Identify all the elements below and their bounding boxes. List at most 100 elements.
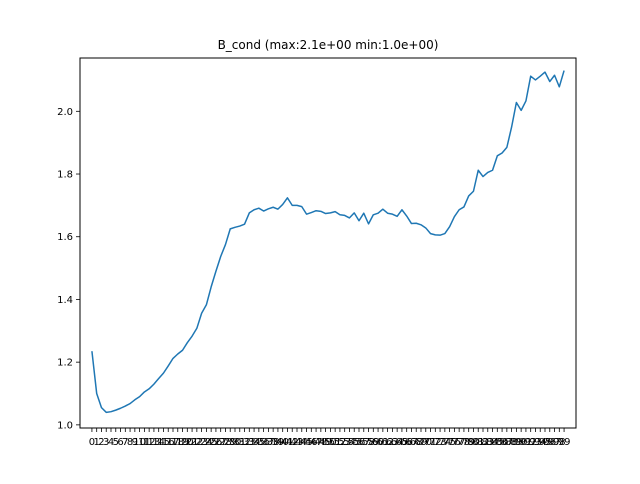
x-tick-label-34: 34 bbox=[248, 437, 261, 448]
x-tick-label-80: 80 bbox=[467, 437, 480, 448]
x-tick-label-89: 89 bbox=[510, 437, 523, 448]
y-tick-label-2: 1.4 bbox=[57, 295, 73, 306]
x-tick-label-5: 5 bbox=[113, 437, 119, 448]
y-tick-label-5: 2.0 bbox=[57, 107, 73, 118]
x-tick-label-56: 56 bbox=[353, 437, 366, 448]
x-tick-label-8: 8 bbox=[127, 437, 133, 448]
x-tick-label-62: 62 bbox=[381, 437, 394, 448]
x-tick-label-93: 93 bbox=[529, 437, 542, 448]
x-tick-label-0: 0 bbox=[89, 437, 95, 448]
x-tick-label-85: 85 bbox=[491, 437, 504, 448]
x-tick-label-13: 13 bbox=[148, 437, 161, 448]
y-tick-label-1: 1.2 bbox=[57, 358, 73, 369]
x-tick-label-41: 41 bbox=[281, 437, 294, 448]
x-tick-label-29: 29 bbox=[224, 437, 237, 448]
x-tick-label-33: 33 bbox=[243, 437, 256, 448]
x-tick-label-46: 46 bbox=[305, 437, 318, 448]
y-tick-label-3: 1.6 bbox=[57, 232, 73, 243]
x-tick-label-22: 22 bbox=[190, 437, 203, 448]
x-tick-label-27: 27 bbox=[214, 437, 227, 448]
x-tick-label-81: 81 bbox=[472, 437, 485, 448]
x-tick-label-73: 73 bbox=[434, 437, 447, 448]
x-tick-label-24: 24 bbox=[200, 437, 213, 448]
x-tick-label-79: 79 bbox=[462, 437, 475, 448]
x-tick-label-40: 40 bbox=[276, 437, 289, 448]
x-tick-label-4: 4 bbox=[108, 437, 114, 448]
x-tick-label-64: 64 bbox=[391, 437, 404, 448]
x-tick-label-26: 26 bbox=[210, 437, 223, 448]
x-tick-label-9: 9 bbox=[132, 437, 138, 448]
x-tick-label-2: 2 bbox=[98, 437, 104, 448]
x-tick-label-86: 86 bbox=[496, 437, 509, 448]
x-tick-label-17: 17 bbox=[167, 437, 180, 448]
x-tick-label-71: 71 bbox=[424, 437, 437, 448]
y-tick-label-4: 1.8 bbox=[57, 170, 73, 181]
x-tick-label-60: 60 bbox=[372, 437, 385, 448]
x-tick-label-63: 63 bbox=[386, 437, 399, 448]
x-tick-label-30: 30 bbox=[229, 437, 242, 448]
y-tick-label-0: 1.0 bbox=[57, 420, 73, 431]
x-tick-label-7: 7 bbox=[122, 437, 128, 448]
x-tick-label-38: 38 bbox=[267, 437, 280, 448]
x-tick-label-52: 52 bbox=[334, 437, 347, 448]
x-tick-label-90: 90 bbox=[515, 437, 528, 448]
x-tick-label-65: 65 bbox=[396, 437, 409, 448]
x-tick-label-6: 6 bbox=[117, 437, 123, 448]
x-tick-label-19: 19 bbox=[176, 437, 189, 448]
plot-area: 0123456789101112131415161718192021222324… bbox=[57, 70, 570, 448]
x-tick-label-50: 50 bbox=[324, 437, 337, 448]
x-tick-label-84: 84 bbox=[486, 437, 499, 448]
x-tick-label-97: 97 bbox=[548, 437, 561, 448]
x-tick-label-87: 87 bbox=[500, 437, 513, 448]
x-tick-label-51: 51 bbox=[329, 437, 342, 448]
x-tick-label-67: 67 bbox=[405, 437, 418, 448]
x-tick-label-25: 25 bbox=[205, 437, 218, 448]
x-tick-label-15: 15 bbox=[157, 437, 170, 448]
x-tick-label-92: 92 bbox=[524, 437, 537, 448]
x-tick-label-14: 14 bbox=[152, 437, 165, 448]
x-tick-label-48: 48 bbox=[314, 437, 327, 448]
x-tick-label-69: 69 bbox=[415, 437, 428, 448]
x-tick-label-77: 77 bbox=[453, 437, 466, 448]
x-tick-label-16: 16 bbox=[162, 437, 175, 448]
x-tick-label-37: 37 bbox=[262, 437, 275, 448]
x-tick-label-88: 88 bbox=[505, 437, 518, 448]
x-tick-label-91: 91 bbox=[520, 437, 533, 448]
x-tick-label-1: 1 bbox=[94, 437, 100, 448]
x-tick-label-94: 94 bbox=[534, 437, 547, 448]
x-tick-label-61: 61 bbox=[376, 437, 389, 448]
x-tick-label-72: 72 bbox=[429, 437, 442, 448]
x-tick-label-78: 78 bbox=[458, 437, 471, 448]
x-tick-label-54: 54 bbox=[343, 437, 356, 448]
x-tick-label-49: 49 bbox=[319, 437, 332, 448]
x-tick-label-20: 20 bbox=[181, 437, 194, 448]
x-tick-label-23: 23 bbox=[195, 437, 208, 448]
x-tick-label-55: 55 bbox=[348, 437, 361, 448]
x-tick-label-47: 47 bbox=[310, 437, 323, 448]
x-tick-label-3: 3 bbox=[103, 437, 109, 448]
x-tick-label-83: 83 bbox=[481, 437, 494, 448]
series-line-0 bbox=[91, 70, 565, 414]
x-tick-label-45: 45 bbox=[300, 437, 313, 448]
x-tick-label-82: 82 bbox=[477, 437, 490, 448]
x-tick-label-36: 36 bbox=[257, 437, 270, 448]
x-tick-label-58: 58 bbox=[362, 437, 375, 448]
x-tick-label-39: 39 bbox=[272, 437, 285, 448]
x-tick-label-53: 53 bbox=[338, 437, 351, 448]
x-tick-label-96: 96 bbox=[543, 437, 556, 448]
x-tick-label-68: 68 bbox=[410, 437, 423, 448]
x-tick-label-11: 11 bbox=[138, 437, 151, 448]
x-tick-label-95: 95 bbox=[539, 437, 552, 448]
x-tick-label-76: 76 bbox=[448, 437, 461, 448]
x-tick-label-21: 21 bbox=[186, 437, 199, 448]
x-tick-label-28: 28 bbox=[219, 437, 232, 448]
x-tick-label-75: 75 bbox=[443, 437, 456, 448]
x-tick-label-43: 43 bbox=[291, 437, 304, 448]
x-tick-label-66: 66 bbox=[400, 437, 413, 448]
x-tick-label-12: 12 bbox=[143, 437, 156, 448]
x-tick-label-57: 57 bbox=[357, 437, 370, 448]
x-tick-label-74: 74 bbox=[438, 437, 451, 448]
x-tick-label-42: 42 bbox=[286, 437, 299, 448]
